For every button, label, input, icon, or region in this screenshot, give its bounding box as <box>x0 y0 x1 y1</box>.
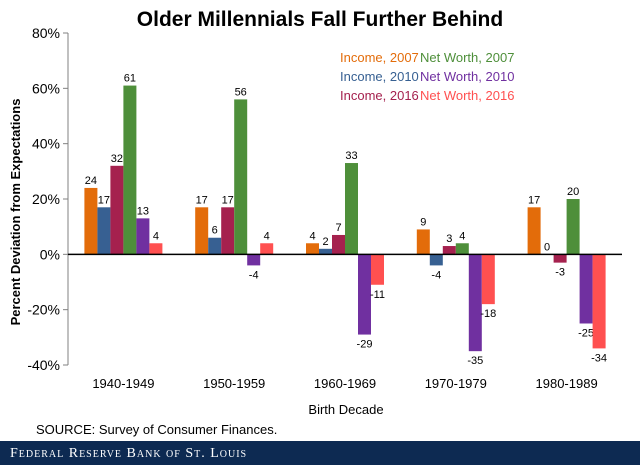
data-label: 9 <box>420 216 426 228</box>
bar <box>306 243 319 255</box>
data-label: -35 <box>467 355 483 367</box>
footer-logo-text: Federal Reserve Bank of St. Louis <box>10 446 248 461</box>
y-tick-label: 0% <box>40 246 60 262</box>
data-label: 4 <box>309 230 315 242</box>
data-label: 0 <box>544 241 550 253</box>
bar <box>527 207 541 255</box>
bar <box>84 187 98 255</box>
bar <box>442 246 456 255</box>
data-label: -4 <box>249 269 259 281</box>
bar <box>110 165 124 255</box>
data-label: -29 <box>357 339 373 351</box>
data-label: 7 <box>335 222 341 234</box>
bar <box>429 254 443 266</box>
source-note: SOURCE: Survey of Consumer Finances. <box>36 422 278 437</box>
category-label: 1940-1949 <box>92 376 154 391</box>
data-label: 3 <box>446 233 452 245</box>
data-label: 17 <box>528 194 540 206</box>
bar <box>319 248 332 255</box>
x-axis-label: Birth Decade <box>308 402 383 417</box>
bar <box>468 254 482 352</box>
data-label: -4 <box>431 269 441 281</box>
data-label: 4 <box>459 230 465 242</box>
chart: Older Millennials Fall Further Behind Pe… <box>8 8 622 417</box>
category-label: 1970-1979 <box>425 376 487 391</box>
data-label: 61 <box>124 73 136 85</box>
bar <box>579 254 593 324</box>
data-label: -34 <box>591 352 607 364</box>
bar <box>455 243 469 255</box>
y-axis-label: Percent Deviation from Expectations <box>8 99 23 326</box>
legend-entry: Net Worth, 2016 <box>420 88 514 103</box>
data-label: 20 <box>567 186 579 198</box>
data-label: 32 <box>111 153 123 165</box>
y-tick-label: 40% <box>32 136 60 152</box>
bar <box>345 163 358 255</box>
data-label: -3 <box>555 267 565 279</box>
bar <box>136 218 150 255</box>
data-label: 6 <box>212 225 218 237</box>
legend-entry: Income, 2016 <box>340 88 419 103</box>
data-label: 56 <box>235 86 247 98</box>
bar <box>553 254 567 263</box>
legend-entry: Income, 2007 <box>340 50 419 65</box>
data-label: 4 <box>264 230 270 242</box>
y-tick-label: 80% <box>32 25 60 41</box>
data-label: 24 <box>85 175 97 187</box>
bar <box>208 237 222 255</box>
category-label: 1980-1989 <box>536 376 598 391</box>
data-label: 33 <box>345 150 357 162</box>
data-label: -18 <box>480 308 496 320</box>
chart-title: Older Millennials Fall Further Behind <box>137 8 503 31</box>
footer-bar: Federal Reserve Bank of St. Louis <box>0 441 640 465</box>
bar <box>481 254 495 305</box>
bar <box>332 234 345 255</box>
data-label: -25 <box>578 328 594 340</box>
bar <box>592 254 606 349</box>
bar <box>371 254 384 285</box>
y-tick-label: -20% <box>27 302 60 318</box>
y-tick-label: 60% <box>32 80 60 96</box>
bar <box>97 207 111 255</box>
data-label: 17 <box>196 194 208 206</box>
bar <box>234 99 248 255</box>
y-tick-label: -40% <box>27 357 60 373</box>
bar <box>221 207 235 255</box>
data-label: 13 <box>137 205 149 217</box>
bar <box>358 254 371 335</box>
data-label: 4 <box>153 230 159 242</box>
bar <box>247 254 261 266</box>
data-label: 17 <box>222 194 234 206</box>
bar <box>260 243 274 255</box>
plot-area: -40%-20%0%20%40%60%80%241732611341940-19… <box>27 25 622 391</box>
legend-entry: Net Worth, 2007 <box>420 50 514 65</box>
bar <box>416 229 430 255</box>
legend-entry: Net Worth, 2010 <box>420 69 514 84</box>
bar <box>149 243 163 255</box>
data-label: 17 <box>98 194 110 206</box>
bar <box>566 199 580 255</box>
data-label: -11 <box>370 289 385 301</box>
legend-entry: Income, 2010 <box>340 69 419 84</box>
data-label: 2 <box>322 236 328 248</box>
category-label: 1960-1969 <box>314 376 376 391</box>
y-tick-label: 20% <box>32 191 60 207</box>
bar <box>123 85 137 255</box>
category-label: 1950-1959 <box>203 376 265 391</box>
bar <box>195 207 209 255</box>
